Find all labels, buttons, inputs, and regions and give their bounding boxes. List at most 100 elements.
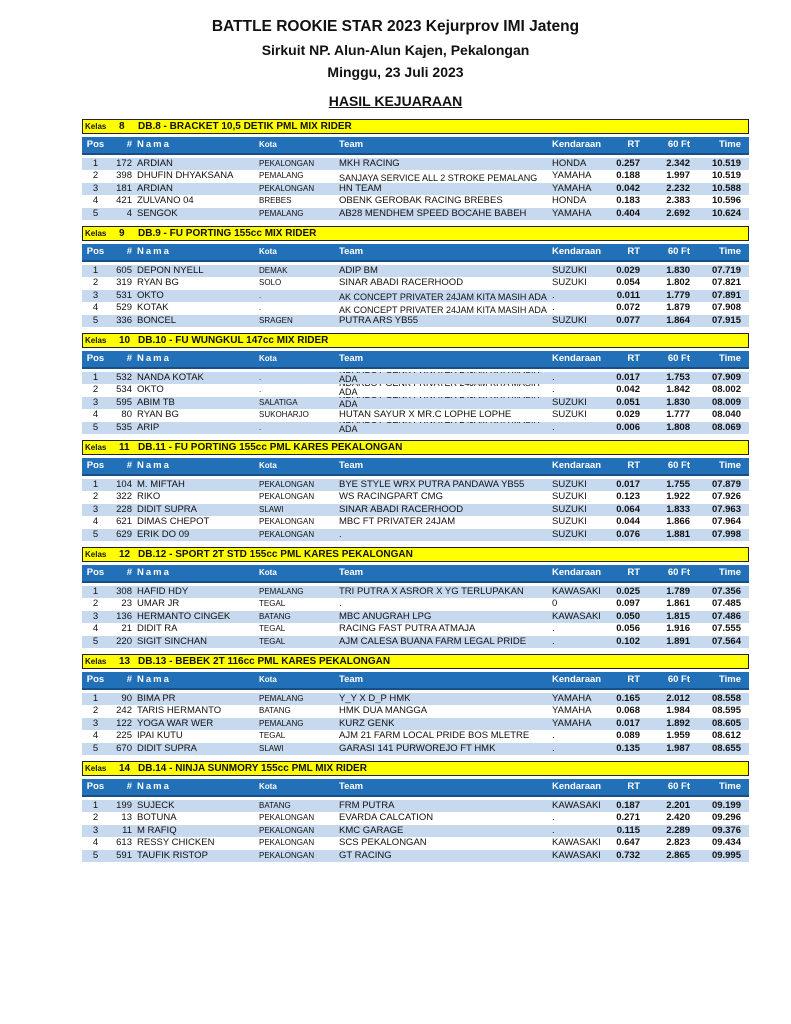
cell-kendaraan: HONDA (552, 158, 587, 169)
cell-kendaraan: KAWASAKI (552, 610, 601, 622)
results-sections: Kelas 8 DB.8 - BRACKET 10,5 DETIK PML MIX … (82, 119, 749, 868)
cell-ft: 2.232 (666, 182, 690, 194)
class-number: 14 (119, 763, 131, 774)
cell-team: GT RACING (339, 849, 392, 861)
cell-kota: PEMALANG (259, 171, 304, 181)
table-row: 5 336 BONCEL SRAGEN PUTRA ARS YB55 SUZUKI 0.07… (82, 314, 749, 327)
cell-nama: SIGIT SINCHAN (137, 635, 208, 647)
cell-kota: SOLO (259, 278, 282, 288)
cell-rt: 0.072 (616, 302, 640, 314)
table-row: 3 11 M RAFIQ PEKALONGAN KMC GARAGE. 0.115 2.28… (82, 824, 749, 838)
column-header-kota: Kota (259, 247, 277, 256)
column-header-kendaraan: Kendaraan (552, 460, 602, 471)
table-row: 1 90 BIMA PR PEMALANG Y_Y X D_P HMK YAMAHA 0.1… (82, 693, 749, 706)
kelas-label: Kelas (85, 229, 107, 238)
cell-rt: 0.006 (616, 421, 640, 433)
cell-kendaraan: SUZUKI (552, 396, 587, 408)
cell-kendaraan: YAMAHA (552, 170, 592, 182)
cell-kendaraan: . (552, 302, 555, 314)
column-header-num: # (126, 567, 132, 578)
class-title: DB.11 - FU PORTING 155cc PML KARES PEKAL… (138, 442, 403, 453)
cell-kendaraan: . (552, 384, 555, 396)
cell-team: EVARDA CALCATION (339, 812, 434, 824)
cell-nama: DIDIT RA (137, 623, 178, 635)
cell-time: 09.376 (711, 824, 741, 836)
cell-nama: ZULVANO 04 (137, 195, 194, 207)
cell-kota: BATANG (259, 801, 291, 810)
cell-kendaraan: . (552, 623, 555, 635)
cell-pos: 1 (92, 800, 99, 811)
cell-time: 10.596 (711, 195, 741, 207)
column-header-nama: Nama (137, 353, 171, 364)
cell-ft: 1.777 (666, 409, 690, 421)
table-row: 3 181 ARDIAN PEKALONGAN HN TEAM YAMAHA 0.042 2.… (82, 182, 749, 196)
column-header-nama: Nama (137, 139, 171, 150)
column-header-pos: Pos (86, 246, 105, 257)
table-row: 2 13 BOTUNA PEKALONGAN EVARDA CALCATION. 0.27… (82, 812, 749, 824)
cell-kota: DEMAK (259, 266, 288, 275)
cell-rt: 0.097 (616, 598, 640, 610)
table-header: Pos # Nama Kota Team Kendaraan RT 60 Ft Time (82, 244, 749, 262)
cell-kendaraan: KAWASAKI (552, 586, 601, 597)
cell-nama: RYAN BG (137, 277, 179, 289)
cell-time: 07.998 (711, 528, 741, 540)
class-section: Kelas 11 DB.11 - FU PORTING 155cc PML KARE… (82, 440, 749, 547)
column-header-num: # (126, 246, 132, 257)
table-row: 3 136 HERMANTO CINGEK BATANG MBC ANUGRAH LPG… (82, 610, 749, 624)
kelas-label: Kelas (85, 443, 107, 452)
cell-kota: PEKALONGAN (259, 838, 315, 848)
cell-kota: PEKALONGAN (259, 159, 315, 168)
cell-time: 07.915 (711, 314, 741, 326)
cell-time: 08.595 (711, 705, 741, 717)
column-header-time: Time (718, 353, 741, 364)
cell-team: TRI PUTRA X ASROR X YG TERLUPAKAN (339, 586, 524, 597)
cell-kendaraan: SUZUKI (552, 491, 587, 503)
cell-num: 670 (116, 742, 132, 754)
table-body: 1 172 ARDIAN PEKALONGAN MKH RACING HONDA 0.257… (82, 158, 749, 220)
class-number: 12 (119, 549, 131, 560)
class-section: Kelas 9 DB.9 - FU PORTING 155cc MIX RIDER P… (82, 226, 749, 333)
cell-team: PUTRA ARS YB55 (339, 314, 419, 326)
cell-rt: 0.187 (616, 800, 640, 811)
event-date: Minggu, 23 Juli 2023 (327, 64, 464, 80)
class-title: DB.10 - FU WUNGKUL 147cc MIX RIDER (138, 335, 329, 346)
cell-team-text: AK CONCEPT PRIVATER 24JAM KITA MASIH ADA (339, 304, 547, 315)
cell-num: 11 (122, 824, 132, 836)
cell-pos: 5 (92, 849, 99, 861)
cell-kendaraan: SUZUKI (552, 265, 587, 276)
cell-kota: PEKALONGAN (259, 825, 315, 835)
cell-ft: 1.753 (666, 372, 690, 383)
cell-nama: DIDIT SUPRA (137, 503, 198, 515)
cell-ft: 1.815 (666, 610, 690, 622)
cell-ft: 1.892 (666, 717, 690, 729)
cell-num: 591 (116, 849, 132, 861)
cell-rt: 0.054 (616, 277, 640, 289)
cell-kota: TEGAL (259, 599, 286, 609)
column-header-num: # (126, 139, 132, 150)
cell-nama: DIMAS CHEPOT (137, 516, 210, 528)
table-header: Pos # Nama Kota Team Kendaraan RT 60 Ft Time (82, 565, 749, 583)
cell-kendaraan: SUZUKI (552, 479, 587, 490)
cell-ft: 2.383 (666, 195, 690, 207)
table-row: 1 104 M. MIFTAH PEKALONGAN BYE STYLE WRX PUT… (82, 479, 749, 492)
class-section: Kelas 8 DB.8 - BRACKET 10,5 DETIK PML MIX … (82, 119, 749, 226)
cell-num: 80 (121, 409, 132, 421)
cell-rt: 0.042 (616, 384, 640, 396)
column-header-time: Time (718, 674, 741, 685)
cell-time: 07.719 (711, 265, 741, 276)
table-row: 4 21 DIDIT RA TEGAL RACING FAST PUTRA ATMAJA… (82, 623, 749, 635)
column-header-pos: Pos (86, 460, 105, 471)
cell-kendaraan: . (552, 730, 555, 742)
class-title-bar: Kelas 12 DB.12 - SPORT 2T STD 155cc PML KA… (82, 547, 749, 562)
cell-nama: DEPON NYELL (137, 265, 204, 276)
table-row: 2 242 TARIS HERMANTO BATANG HMK DUA MANGGA YA… (82, 705, 749, 717)
cell-ft: 1.789 (666, 586, 690, 597)
cell-nama: M. MIFTAH (137, 479, 185, 490)
cell-ft: 1.830 (666, 396, 690, 408)
cell-time: 08.612 (711, 730, 741, 742)
cell-rt: 0.017 (616, 479, 640, 490)
table-row: 3 531 OKTO. AK CONCEPT PRIVATER 24JAM KITA … (82, 289, 749, 303)
cell-ft: 2.865 (666, 849, 690, 861)
cell-team: NDARBOT GENK PRIVATER 24JAM KITA MASIH A… (339, 384, 549, 396)
cell-rt: 0.011 (616, 289, 640, 301)
